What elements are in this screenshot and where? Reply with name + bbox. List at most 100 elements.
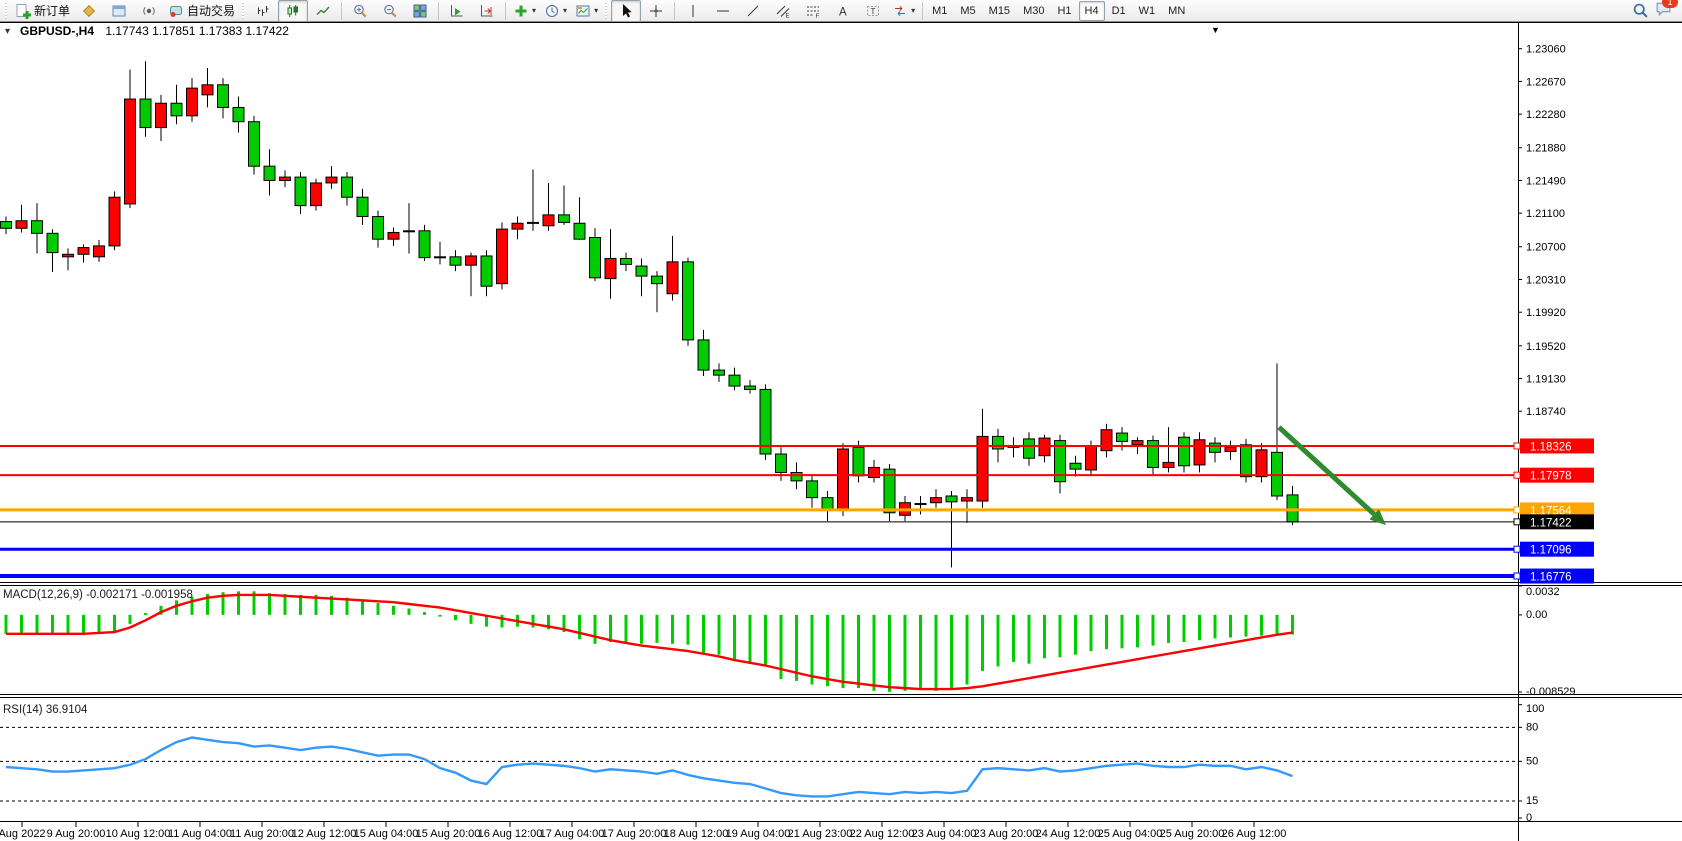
candle-body <box>1286 494 1299 523</box>
zoom-out-button[interactable] <box>375 0 405 22</box>
arrows-button[interactable]: ▾ <box>888 0 919 22</box>
auto-scroll-button[interactable] <box>442 0 472 22</box>
candle-body <box>620 257 632 265</box>
timeframe-W1[interactable]: W1 <box>1138 4 1156 17</box>
candle-body <box>1255 449 1268 478</box>
candle-body <box>837 448 849 511</box>
candle-body <box>821 497 834 511</box>
candle-body <box>744 385 756 390</box>
svg-text:1.22670: 1.22670 <box>1526 76 1566 88</box>
macd-axis: 0.0032 0.00 -0.008529 <box>1518 585 1576 698</box>
svg-text:17 Aug 20:00: 17 Aug 20:00 <box>602 828 667 840</box>
toolbar: 新订单 自动交易 <box>0 0 1682 22</box>
candle-body <box>651 275 663 285</box>
svg-text:F: F <box>816 14 820 19</box>
candle-body <box>806 480 818 499</box>
crosshair-button[interactable] <box>641 0 671 22</box>
candle-body <box>759 388 772 455</box>
equidistant-channel-button[interactable]: E <box>768 0 798 22</box>
new-order-button[interactable]: 新订单 <box>11 0 74 22</box>
candle-body <box>1085 445 1097 471</box>
notifications-button[interactable]: 1 <box>1655 0 1678 22</box>
indicators-button[interactable]: ▾ <box>509 0 540 22</box>
candle-body <box>155 102 167 129</box>
toolbar-drag-handle[interactable] <box>4 2 9 19</box>
vertical-line-icon <box>692 4 694 17</box>
text-button[interactable]: A <box>828 0 858 22</box>
down-arrow-annotation[interactable] <box>1277 425 1386 526</box>
svg-text:21 Aug 23:00: 21 Aug 23:00 <box>788 828 853 840</box>
timeframe-H1[interactable]: H1 <box>1057 4 1072 17</box>
svg-text:12 Aug 12:00: 12 Aug 12:00 <box>292 828 357 840</box>
text-label-button[interactable]: T <box>858 0 888 22</box>
rsi-indicator-label: RSI(14) 36.9104 <box>3 704 88 716</box>
svg-text:24 Aug 12:00: 24 Aug 12:00 <box>1036 828 1101 840</box>
timeframe-M30[interactable]: M30 <box>1023 4 1045 17</box>
candle-body <box>0 221 12 229</box>
candle-body <box>666 261 679 295</box>
terminal-button[interactable] <box>104 0 134 22</box>
candle-body <box>635 265 648 277</box>
search-icon[interactable] <box>1632 2 1649 19</box>
candlestick-chart-icon <box>287 4 299 17</box>
toolbar-drag-handle[interactable] <box>241 2 247 19</box>
chevron-down-icon: ▾ <box>563 5 568 15</box>
svg-text:T: T <box>871 7 876 16</box>
trendline-button[interactable] <box>738 0 768 22</box>
candle-body <box>62 253 74 258</box>
svg-text:15 Aug 04:00: 15 Aug 04:00 <box>354 828 419 840</box>
svg-text:11 Aug 20:00: 11 Aug 20:00 <box>230 828 294 840</box>
rsi-line <box>5 736 1293 798</box>
svg-text:23 Aug 04:00: 23 Aug 04:00 <box>912 828 977 840</box>
timeframe-MN[interactable]: MN <box>1168 4 1186 17</box>
toolbar-separator <box>922 1 924 20</box>
timeframe-M15[interactable]: M15 <box>988 4 1011 17</box>
candle-body <box>403 230 415 233</box>
candle-body <box>1209 442 1221 453</box>
bar-chart-button[interactable] <box>248 0 278 22</box>
one-click-trading-toggle[interactable]: ▾ <box>5 26 10 37</box>
toolbar-drag-handle[interactable] <box>604 2 610 19</box>
timeframe-M5[interactable]: M5 <box>960 4 976 17</box>
horizontal-line-button[interactable] <box>708 0 738 22</box>
price-axis[interactable]: 1.23060 1.22670 1.22280 1.21880 1.21490 1.211… <box>1518 44 1566 419</box>
candle-body <box>294 176 307 207</box>
timeframe-bar: M1 M5 M15 M30 H1 H4 D1 W1 MN <box>926 0 1191 21</box>
chart-shift-button[interactable] <box>472 0 502 22</box>
candle-body <box>77 247 90 255</box>
candle-body <box>930 497 942 504</box>
tile-windows-button[interactable] <box>405 0 435 22</box>
candle-body <box>790 471 803 482</box>
svg-text:1.19920: 1.19920 <box>1526 307 1566 319</box>
tile-windows-icon <box>413 4 427 18</box>
autotrading-button[interactable]: 自动交易 <box>164 0 239 22</box>
candle-body <box>558 214 570 223</box>
line-chart-button[interactable] <box>308 0 338 22</box>
candle-body <box>1116 432 1128 442</box>
candle-body <box>775 453 787 473</box>
templates-button[interactable]: ▾ <box>571 0 602 22</box>
arrows-icon <box>895 5 906 16</box>
periods-button[interactable]: ▾ <box>540 0 571 22</box>
bar-chart-icon <box>258 5 269 16</box>
macd-indicator-label: MACD(12,26,9) -0.002171 -0.001958 <box>3 589 193 601</box>
timeframe-H4[interactable]: H4 <box>1078 0 1105 21</box>
strategy-tester-button[interactable] <box>134 0 164 22</box>
candle-body <box>604 257 617 280</box>
candle-body <box>31 220 43 234</box>
cursor-button[interactable] <box>611 0 642 22</box>
candle-body <box>914 503 927 506</box>
svg-text:1.21880: 1.21880 <box>1526 143 1566 155</box>
svg-text:19 Aug 04:00: 19 Aug 04:00 <box>726 828 791 840</box>
fibonacci-button[interactable]: F <box>798 0 828 22</box>
zoom-in-button[interactable] <box>345 0 375 22</box>
candlestick-chart-button[interactable] <box>278 0 309 22</box>
chevron-down-icon: ▾ <box>911 5 916 15</box>
metaeditor-button[interactable] <box>74 0 104 22</box>
svg-text:1.17422: 1.17422 <box>1530 517 1572 529</box>
timeframe-D1[interactable]: D1 <box>1111 4 1126 17</box>
timeframe-M1[interactable]: M1 <box>932 4 948 17</box>
vertical-line-button[interactable] <box>678 0 708 22</box>
